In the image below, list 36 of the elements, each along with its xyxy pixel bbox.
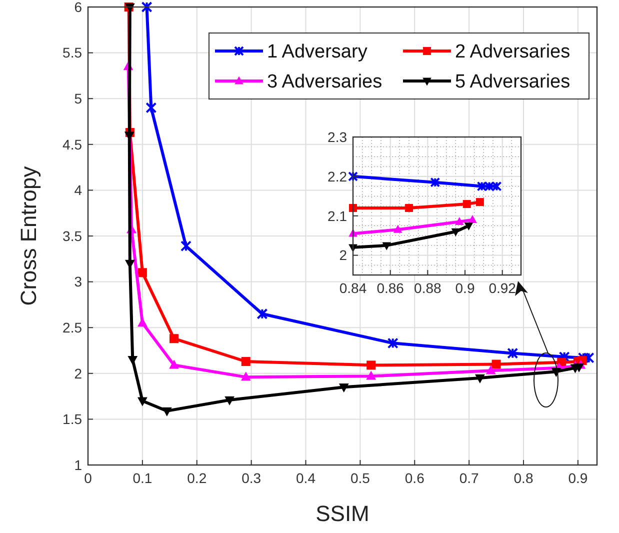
x-tick-label: 0.92 xyxy=(488,280,516,296)
x-tick-label: 0.6 xyxy=(404,470,425,486)
x-tick-label: 0.88 xyxy=(414,280,442,296)
x-tick-label: 0.3 xyxy=(242,470,262,486)
x-tick-label: 0.9 xyxy=(568,470,588,486)
x-tick-label: 0.8 xyxy=(514,470,534,486)
x-tick-label: 0.2 xyxy=(187,470,207,486)
y-tick-label: 4 xyxy=(74,182,82,198)
y-tick-label: 5 xyxy=(74,90,82,106)
legend-label: 5 Adversaries xyxy=(455,72,570,93)
legend-label: 1 Adversary xyxy=(267,42,368,63)
y-tick-label: 5.5 xyxy=(62,44,82,61)
y-tick-label: 3 xyxy=(74,274,82,290)
x-tick-label: 0 xyxy=(84,470,92,486)
y-tick-label: 1.5 xyxy=(62,411,82,428)
x-tick-label: 0.7 xyxy=(459,470,480,486)
y-tick-label: 2.5 xyxy=(62,320,82,336)
legend-label: 2 Adversaries xyxy=(455,42,570,63)
x-axis-title: SSIM xyxy=(316,501,370,526)
y-tick-label: 6 xyxy=(74,0,82,15)
y-tick-label: 2 xyxy=(339,247,348,264)
y-tick-label: 2.3 xyxy=(328,128,348,145)
y-tick-label: 3.5 xyxy=(62,228,82,244)
x-tick-label: 0.5 xyxy=(350,470,370,486)
legend-label: 3 Adversaries xyxy=(267,72,382,93)
x-tick-label: 0.86 xyxy=(376,280,404,296)
x-tick-label: 0.9 xyxy=(455,280,475,296)
y-tick-label: 2.2 xyxy=(328,168,348,184)
y-tick-label: 2 xyxy=(74,365,82,382)
x-tick-label: 0.4 xyxy=(296,470,316,486)
x-tick-label: 0.1 xyxy=(132,470,152,486)
y-axis-title: Cross Entropy xyxy=(16,166,41,306)
x-tick-label: 0.84 xyxy=(339,280,367,296)
y-tick-label: 4.5 xyxy=(62,136,82,152)
y-tick-label: 2.1 xyxy=(328,208,348,224)
y-tick-label: 1 xyxy=(74,456,82,473)
